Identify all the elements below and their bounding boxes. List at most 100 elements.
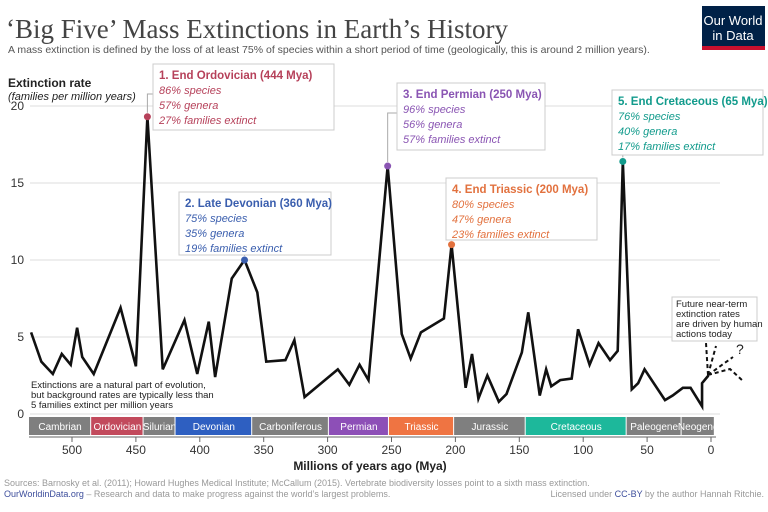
annotation-box xyxy=(611,89,764,156)
y-tick-label: 15 xyxy=(11,176,25,190)
event-genera: 57% genera xyxy=(159,100,218,112)
period-label: Cambrian xyxy=(38,422,81,433)
x-tick-label: 200 xyxy=(445,443,465,457)
x-tick-label: 350 xyxy=(254,443,274,457)
annotation-box xyxy=(152,63,335,131)
event-families: 19% families extinct xyxy=(185,243,283,255)
period-label: Paleogene xyxy=(630,422,678,433)
event-annotation: 5. End Cretaceous (65 Mya) 76% species 40%… xyxy=(611,89,768,165)
period-label: Silurian xyxy=(143,422,176,433)
event-species: 75% species xyxy=(185,213,248,225)
annotation-box xyxy=(445,177,598,241)
event-species: 86% species xyxy=(159,85,222,97)
period-bar xyxy=(525,417,626,435)
logo-line1: Our World xyxy=(704,13,763,28)
period-bar xyxy=(328,417,388,435)
x-tick-label: 100 xyxy=(573,443,593,457)
event-families: 23% families extinct xyxy=(451,229,550,241)
svg-text:actions today: actions today xyxy=(676,329,732,340)
period-bar xyxy=(252,417,328,435)
period-label: Jurassic xyxy=(472,422,509,433)
x-tick-label: 500 xyxy=(62,443,82,457)
event-genera: 56% genera xyxy=(403,119,462,131)
period-bar xyxy=(681,417,714,435)
annotation-box xyxy=(178,191,332,256)
footer-site-line: OurWorldinData.org – Research and data t… xyxy=(4,489,390,499)
connector xyxy=(146,93,153,113)
event-families: 57% families extinct xyxy=(403,134,501,146)
owid-logo[interactable]: Our World in Data xyxy=(702,6,765,50)
future-note: Future near-term extinction rates are dr… xyxy=(671,296,763,342)
svg-text:Future near-term: Future near-term xyxy=(676,299,747,310)
x-tick-label: 400 xyxy=(190,443,210,457)
logo-line2: in Data xyxy=(712,28,754,43)
period-bar xyxy=(29,417,91,435)
y-tick-label: 10 xyxy=(11,253,25,267)
x-tick-label: 450 xyxy=(126,443,146,457)
event-title: 2. Late Devonian (360 Mya) xyxy=(185,198,332,210)
event-title: 4. End Triassic (200 Mya) xyxy=(452,184,588,196)
x-tick-label: 300 xyxy=(318,443,338,457)
period-label: Devonian xyxy=(193,422,235,433)
svg-text:but background rates are typic: but background rates are typically less … xyxy=(31,390,214,401)
future-projection-lines: ? xyxy=(705,341,744,382)
event-species: 76% species xyxy=(618,111,681,123)
event-annotation: 1. End Ordovician (444 Mya) 86% species 57… xyxy=(143,63,335,131)
period-bar xyxy=(454,417,525,435)
period-bar xyxy=(626,417,681,435)
period-bar xyxy=(91,417,143,435)
event-marker xyxy=(143,113,151,121)
background-note: Extinctions are a natural part of evolut… xyxy=(31,380,214,411)
event-families: 27% families extinct xyxy=(158,115,257,127)
event-families: 17% families extinct xyxy=(618,141,716,153)
event-annotation: 2. Late Devonian (360 Mya) 75% species 35%… xyxy=(178,191,332,264)
event-marker xyxy=(448,241,456,249)
period-bar xyxy=(175,417,252,435)
svg-text:extinction rates: extinction rates xyxy=(676,309,740,320)
license-link[interactable]: CC-BY xyxy=(615,489,643,499)
chart-subtitle: A mass extinction is defined by the loss… xyxy=(8,44,650,56)
extinction-rate-line xyxy=(29,116,710,411)
svg-text:5 families extinct per million: 5 families extinct per million years xyxy=(31,400,173,411)
y-axis-label: Extinction rate xyxy=(8,76,92,90)
y-tick-label: 20 xyxy=(11,99,25,113)
y-axis-sublabel: (families per million years) xyxy=(8,91,136,103)
period-label: Permian xyxy=(340,422,377,433)
period-bar xyxy=(143,417,175,435)
event-marker xyxy=(241,256,249,264)
period-label: Ordovician xyxy=(93,422,141,433)
event-marker xyxy=(619,157,627,165)
event-marker xyxy=(384,162,392,170)
footer-license: Licensed under CC-BY by the author Hanna… xyxy=(551,489,764,499)
event-species: 96% species xyxy=(403,104,466,116)
annotation-box xyxy=(396,82,546,151)
period-bar xyxy=(388,417,454,435)
x-tick-label: 150 xyxy=(509,443,529,457)
event-annotation: 3. End Permian (250 Mya) 96% species 56% g… xyxy=(384,82,546,170)
event-genera: 35% genera xyxy=(185,228,244,240)
footer-sources: Sources: Barnosky et al. (2011); Howard … xyxy=(4,478,590,488)
connector xyxy=(387,112,397,163)
chart-title: ‘Big Five’ Mass Extinctions in Earth’s H… xyxy=(6,14,508,44)
period-label: Neogene xyxy=(678,422,719,433)
period-label: Triassic xyxy=(404,422,438,433)
svg-text:Extinctions are a natural part: Extinctions are a natural part of evolut… xyxy=(31,380,206,391)
site-link[interactable]: OurWorldinData.org xyxy=(4,489,84,499)
x-tick-label: 250 xyxy=(381,443,401,457)
x-tick-label: 0 xyxy=(708,443,715,457)
x-tick-label: 50 xyxy=(640,443,654,457)
y-tick-label: 0 xyxy=(17,407,24,421)
event-title: 5. End Cretaceous (65 Mya) xyxy=(618,96,768,108)
y-tick-label: 5 xyxy=(17,330,24,344)
event-annotation: 4. End Triassic (200 Mya) 80% species 47% … xyxy=(445,177,598,249)
event-genera: 47% genera xyxy=(452,214,511,226)
period-label: Carboniferous xyxy=(259,422,322,433)
event-title: 3. End Permian (250 Mya) xyxy=(403,89,542,101)
svg-text:are driven by human: are driven by human xyxy=(676,319,763,330)
event-genera: 40% genera xyxy=(618,126,677,138)
x-axis-label: Millions of years ago (Mya) xyxy=(293,459,446,473)
event-species: 80% species xyxy=(452,199,515,211)
period-label: Cretaceous xyxy=(551,422,602,433)
